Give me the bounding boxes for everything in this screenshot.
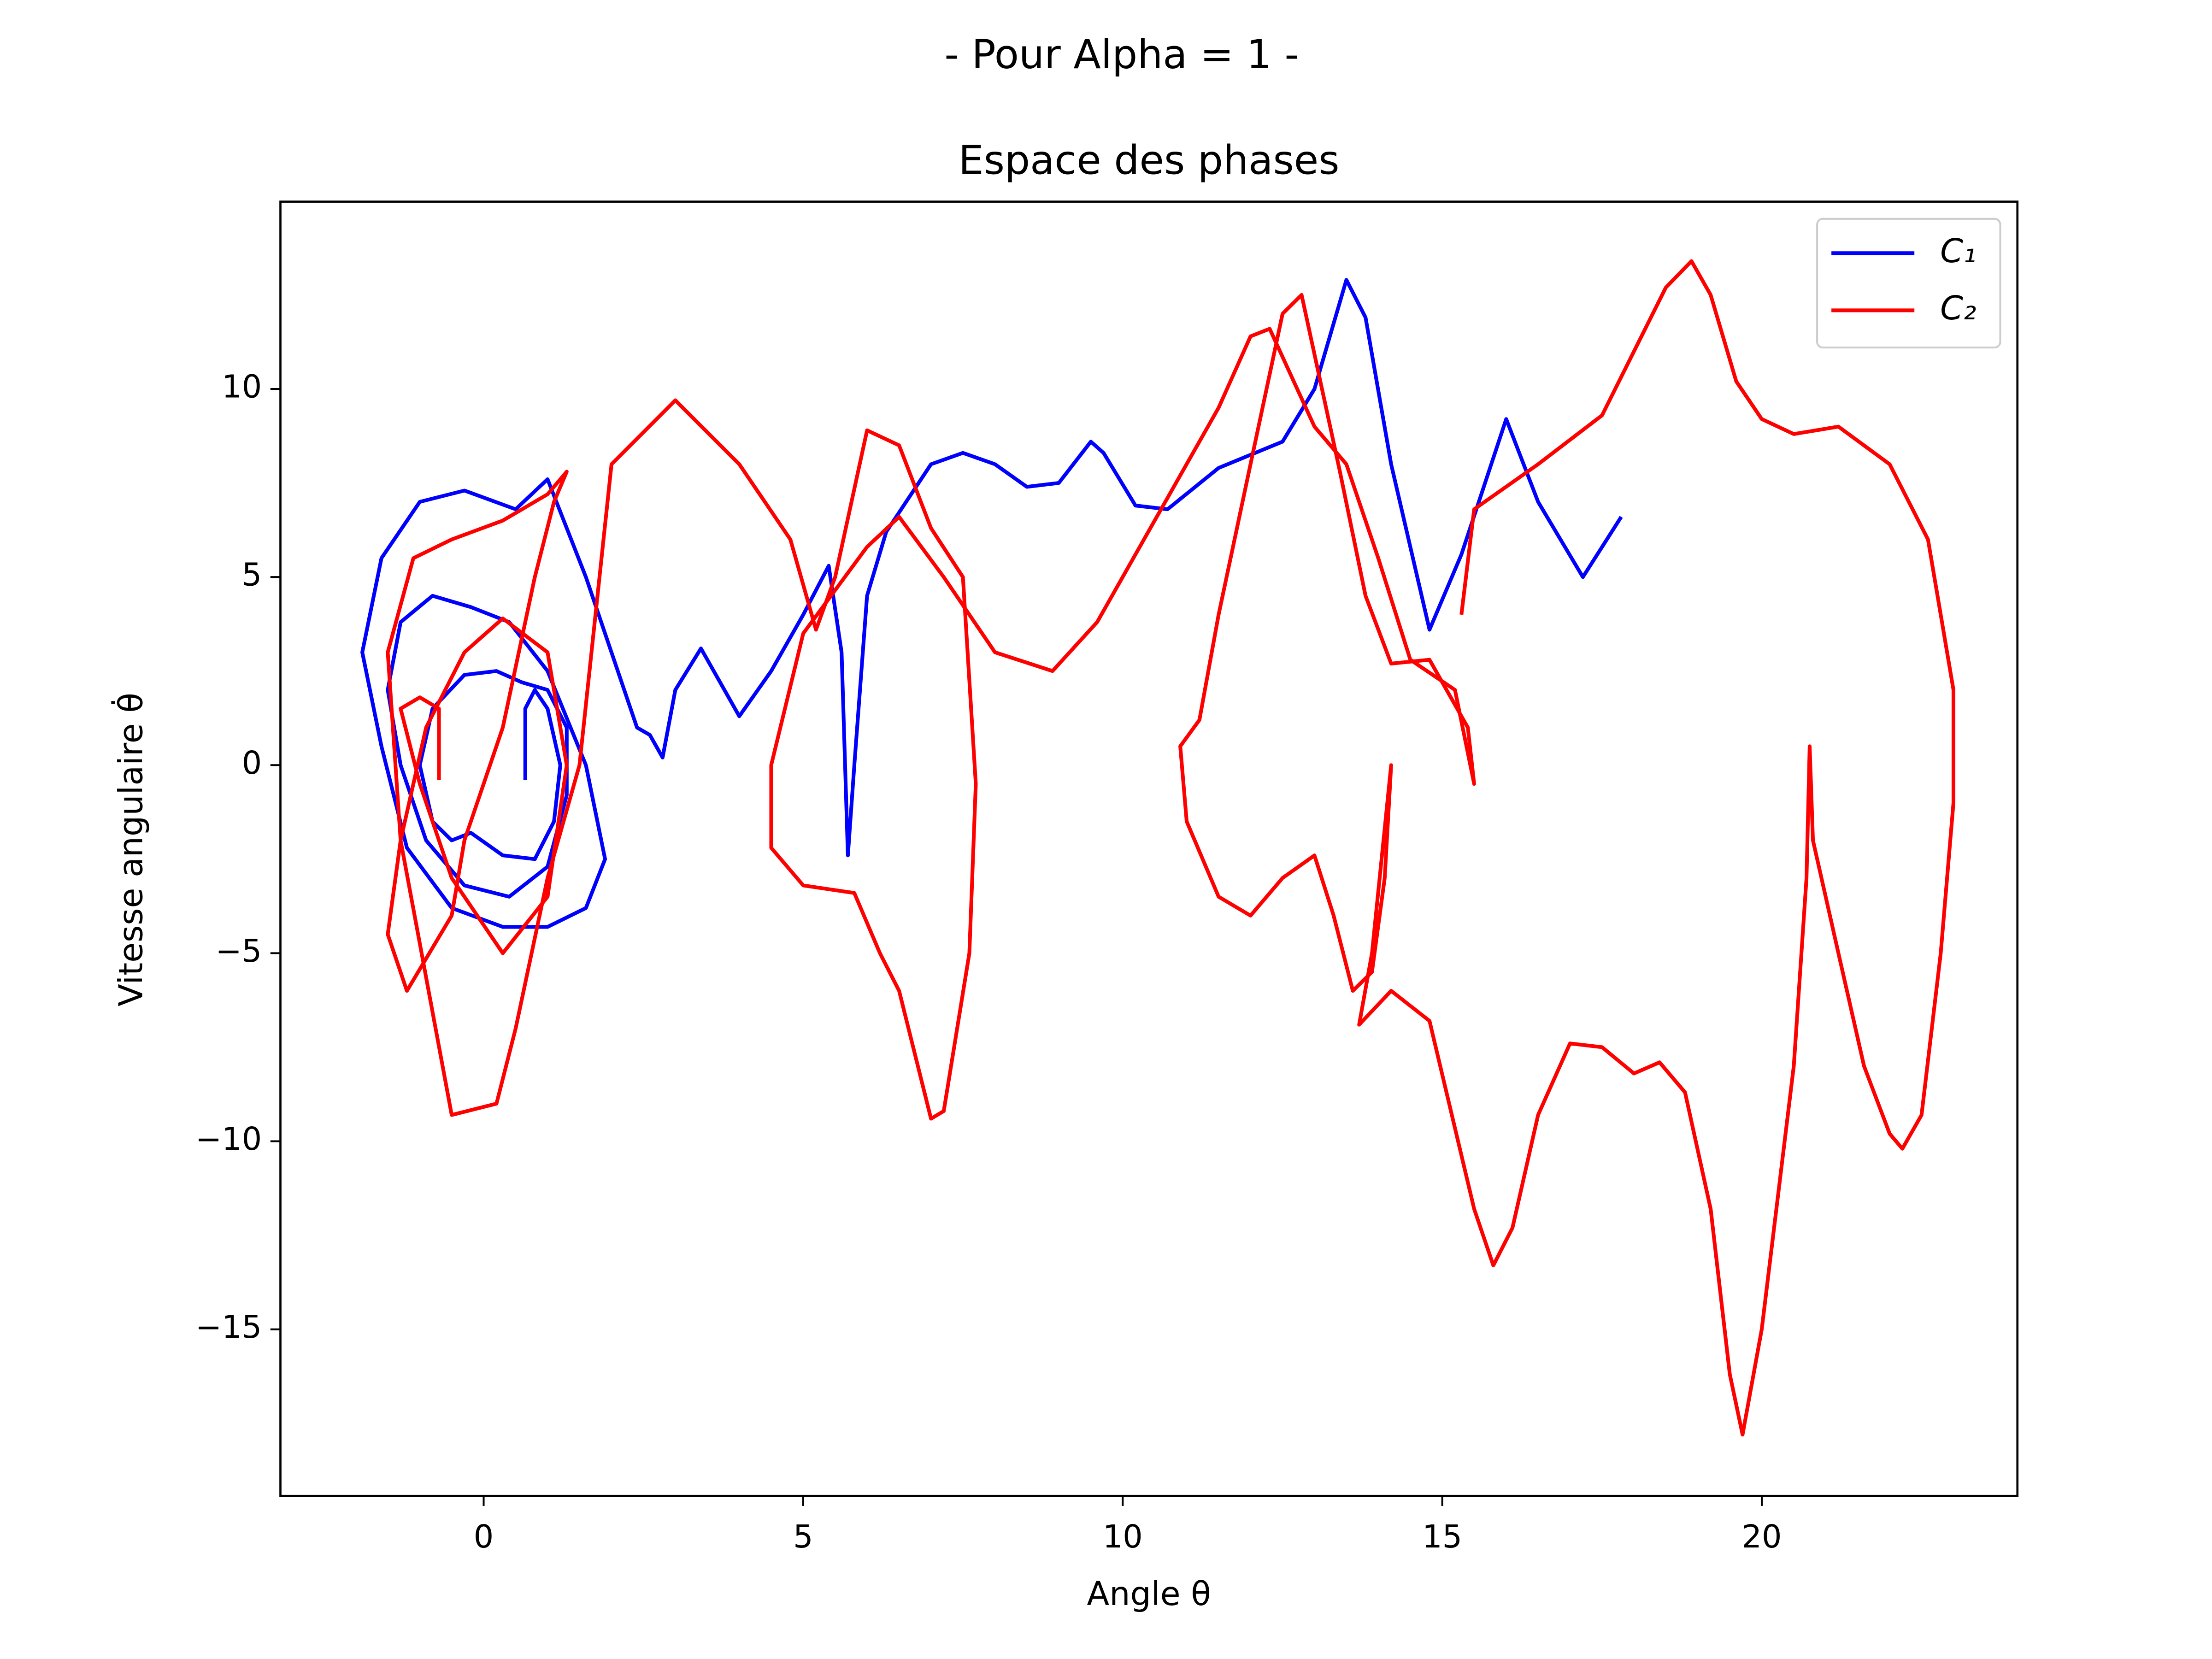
series-line [360, 278, 1623, 929]
suptitle: - Pour Alpha = 1 - [944, 31, 1299, 78]
y-tick-label: −5 [215, 933, 262, 970]
x-tick-label: 5 [793, 1519, 813, 1555]
legend: C₁ C₂ [1816, 218, 2001, 349]
y-tick-label: −10 [195, 1121, 262, 1158]
x-tick-label: 10 [1103, 1519, 1143, 1555]
y-axis-label: Vitesse angulaire θ̇ [111, 693, 150, 1006]
x-tick-label: 20 [1742, 1519, 1782, 1555]
y-tick-label: 10 [222, 369, 262, 406]
legend-label: C₂ [1940, 289, 1976, 327]
series-line [386, 259, 1956, 1437]
legend-box [1816, 218, 2001, 349]
chart-title: Espace des phases [959, 137, 1340, 184]
legend-label: C₁ [1940, 232, 1976, 270]
x-axis-label: Angle θ [1087, 1575, 1211, 1613]
y-tick-label: −15 [195, 1309, 262, 1346]
y-tick-label: 0 [242, 745, 262, 782]
y-tick-label: 5 [242, 557, 262, 594]
x-tick-label: 0 [474, 1519, 494, 1555]
x-tick-label: 15 [1422, 1519, 1462, 1555]
plot-frame [279, 200, 2019, 1497]
